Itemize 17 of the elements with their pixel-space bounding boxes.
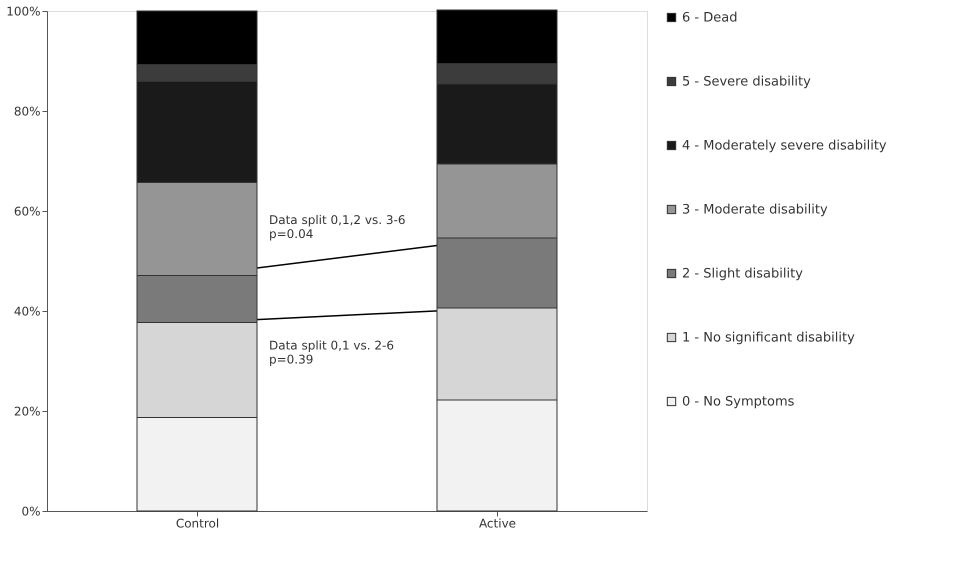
y-tick-label: 40%: [14, 304, 40, 318]
legend-label: 4 - Moderately severe disability: [682, 138, 887, 154]
legend-label: 2 - Slight disability: [682, 266, 804, 282]
x-tick-label: Active: [478, 516, 516, 530]
legend-label: 1 - No significant disability: [682, 330, 856, 346]
legend-label: 0 - No Symptoms: [682, 394, 795, 410]
legend-label: 5 - Severe disability: [682, 74, 812, 90]
legend-label: 3 - Moderate disability: [682, 202, 828, 218]
x-tick-label: Control: [176, 516, 220, 530]
legend-label: 6 - Dead: [682, 10, 738, 26]
y-tick-label: 60%: [14, 204, 40, 218]
annotation: Data split 0,1 vs. 2-6 p=0.39: [269, 338, 394, 366]
y-tick-label: 100%: [6, 4, 40, 18]
y-tick-label: 0%: [21, 504, 40, 518]
y-tick-label: 80%: [14, 104, 40, 118]
y-tick-label: 20%: [14, 404, 40, 418]
annotation: Data split 0,1,2 vs. 3-6 p=0.04: [269, 212, 406, 241]
